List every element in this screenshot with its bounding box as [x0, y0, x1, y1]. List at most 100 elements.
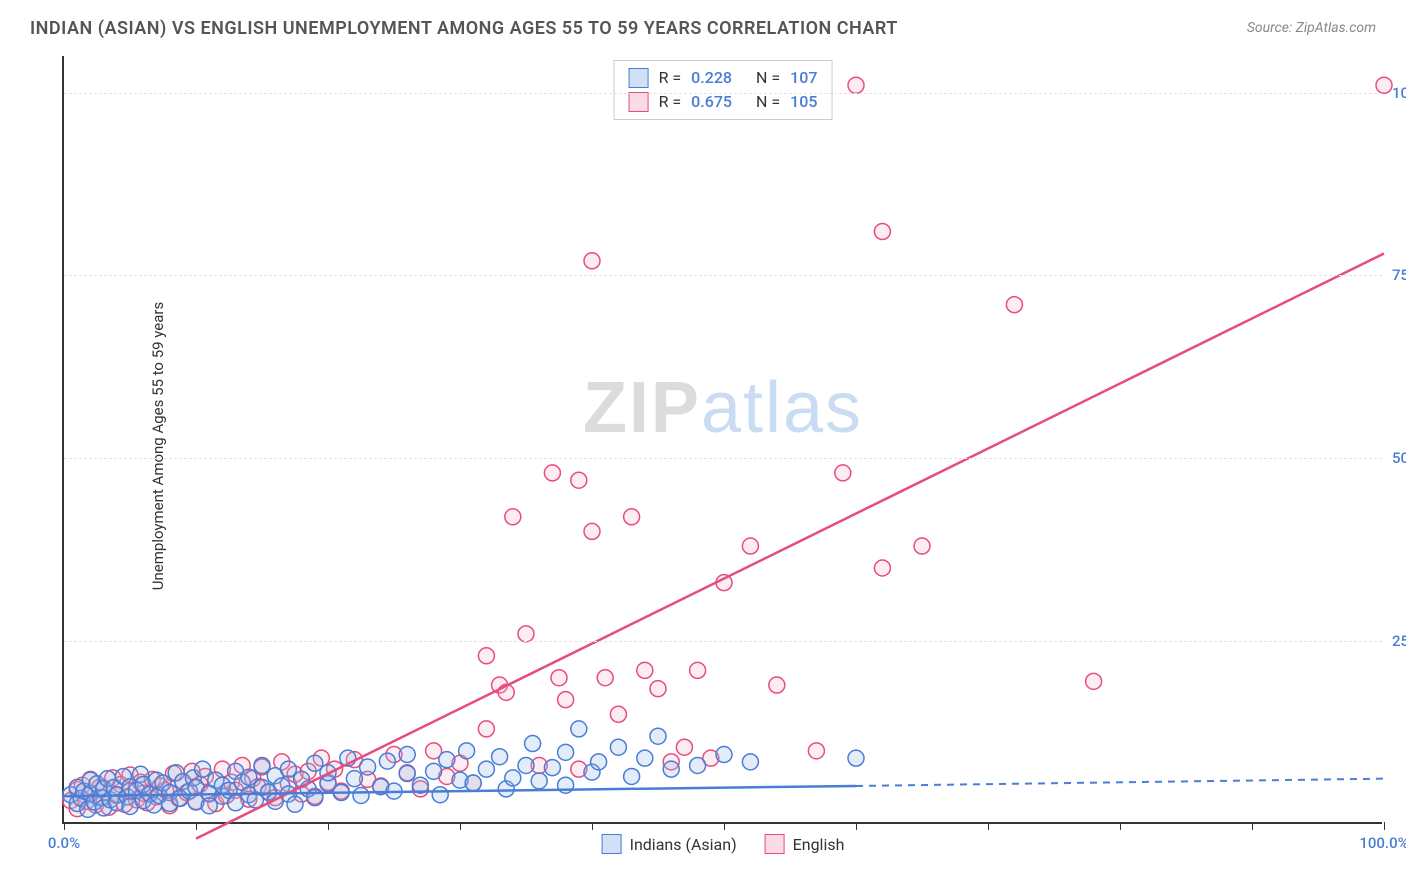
x-tick [1120, 822, 1121, 830]
scatter-point [690, 757, 706, 773]
scatter-point [637, 750, 653, 766]
scatter-point [459, 743, 475, 759]
scatter-svg [64, 56, 1382, 822]
legend-label: English [793, 835, 845, 854]
stats-r-label: R = [659, 66, 682, 90]
scatter-point [1086, 673, 1102, 689]
stats-row: R = 0.228 N = 107 [629, 66, 818, 90]
x-tick [856, 822, 857, 830]
y-tick-label: 100.0% [1392, 84, 1406, 102]
scatter-point [650, 728, 666, 744]
stats-r-value: 0.228 [691, 66, 732, 90]
scatter-point [432, 787, 448, 803]
scatter-point [848, 77, 864, 93]
scatter-point [571, 472, 587, 488]
scatter-point [591, 754, 607, 770]
x-tick [1384, 822, 1385, 830]
gridline-h [64, 275, 1382, 276]
y-tick-label: 50.0% [1392, 449, 1406, 467]
scatter-point [584, 523, 600, 539]
legend-swatch [602, 834, 622, 854]
y-tick-label: 75.0% [1392, 266, 1406, 284]
stats-swatch [629, 92, 649, 112]
scatter-point [531, 773, 547, 789]
x-tick-label: 0.0% [48, 834, 80, 852]
scatter-point [558, 692, 574, 708]
scatter-point [584, 253, 600, 269]
x-tick-label: 100.0% [1359, 834, 1406, 852]
stats-n-label: N = [756, 90, 780, 114]
scatter-point [551, 670, 567, 686]
scatter-point [525, 736, 541, 752]
stats-box: R = 0.228 N = 107 R = 0.675 N = 105 [614, 60, 833, 120]
scatter-point [663, 761, 679, 777]
scatter-point [241, 769, 257, 785]
scatter-point [835, 465, 851, 481]
gridline-h [64, 641, 1382, 642]
gridline-h [64, 458, 1382, 459]
stats-n-value: 105 [790, 90, 817, 114]
x-tick [460, 822, 461, 830]
scatter-point [254, 757, 270, 773]
scatter-point [353, 787, 369, 803]
scatter-point [287, 796, 303, 812]
scatter-point [465, 775, 481, 791]
scatter-point [379, 753, 395, 769]
chart-title: INDIAN (ASIAN) VS ENGLISH UNEMPLOYMENT A… [30, 18, 898, 39]
stats-n-label: N = [756, 66, 780, 90]
scatter-point [1006, 297, 1022, 313]
stats-row: R = 0.675 N = 105 [629, 90, 818, 114]
x-tick [592, 822, 593, 830]
scatter-point [624, 768, 640, 784]
scatter-point [558, 744, 574, 760]
x-tick [1252, 822, 1253, 830]
scatter-point [544, 465, 560, 481]
stats-n-value: 107 [790, 66, 817, 90]
scatter-point [848, 750, 864, 766]
x-tick [196, 822, 197, 830]
scatter-point [360, 759, 376, 775]
y-tick-label: 25.0% [1392, 632, 1406, 650]
scatter-point [690, 662, 706, 678]
scatter-point [518, 626, 534, 642]
scatter-point [280, 761, 296, 777]
stats-r-value: 0.675 [691, 90, 732, 114]
chart-container: INDIAN (ASIAN) VS ENGLISH UNEMPLOYMENT A… [0, 0, 1406, 892]
scatter-point [1376, 77, 1392, 93]
scatter-point [874, 224, 890, 240]
scatter-point [650, 681, 666, 697]
scatter-point [742, 754, 758, 770]
scatter-point [637, 662, 653, 678]
scatter-point [874, 560, 890, 576]
x-tick [64, 822, 65, 830]
scatter-point [478, 721, 494, 737]
legend-item: Indians (Asian) [602, 834, 737, 854]
scatter-point [399, 747, 415, 763]
scatter-point [769, 677, 785, 693]
scatter-point [597, 670, 613, 686]
x-tick [988, 822, 989, 830]
scatter-point [505, 770, 521, 786]
scatter-point [914, 538, 930, 554]
scatter-point [346, 771, 362, 787]
scatter-point [439, 752, 455, 768]
scatter-point [624, 509, 640, 525]
plot-area: ZIPatlas R = 0.228 N = 107 R = 0.675 N =… [62, 56, 1382, 824]
regression-line-dashed [856, 779, 1384, 786]
regression-line [196, 253, 1384, 838]
legend-bottom: Indians (Asian) English [602, 834, 845, 854]
scatter-point [195, 761, 211, 777]
stats-r-label: R = [659, 90, 682, 114]
scatter-point [492, 749, 508, 765]
scatter-point [518, 757, 534, 773]
scatter-point [399, 766, 415, 782]
stats-swatch [629, 68, 649, 88]
scatter-point [426, 763, 442, 779]
legend-item: English [765, 834, 845, 854]
scatter-point [505, 509, 521, 525]
scatter-point [571, 721, 587, 737]
scatter-point [544, 760, 560, 776]
x-tick [328, 822, 329, 830]
scatter-point [610, 706, 626, 722]
scatter-point [676, 739, 692, 755]
